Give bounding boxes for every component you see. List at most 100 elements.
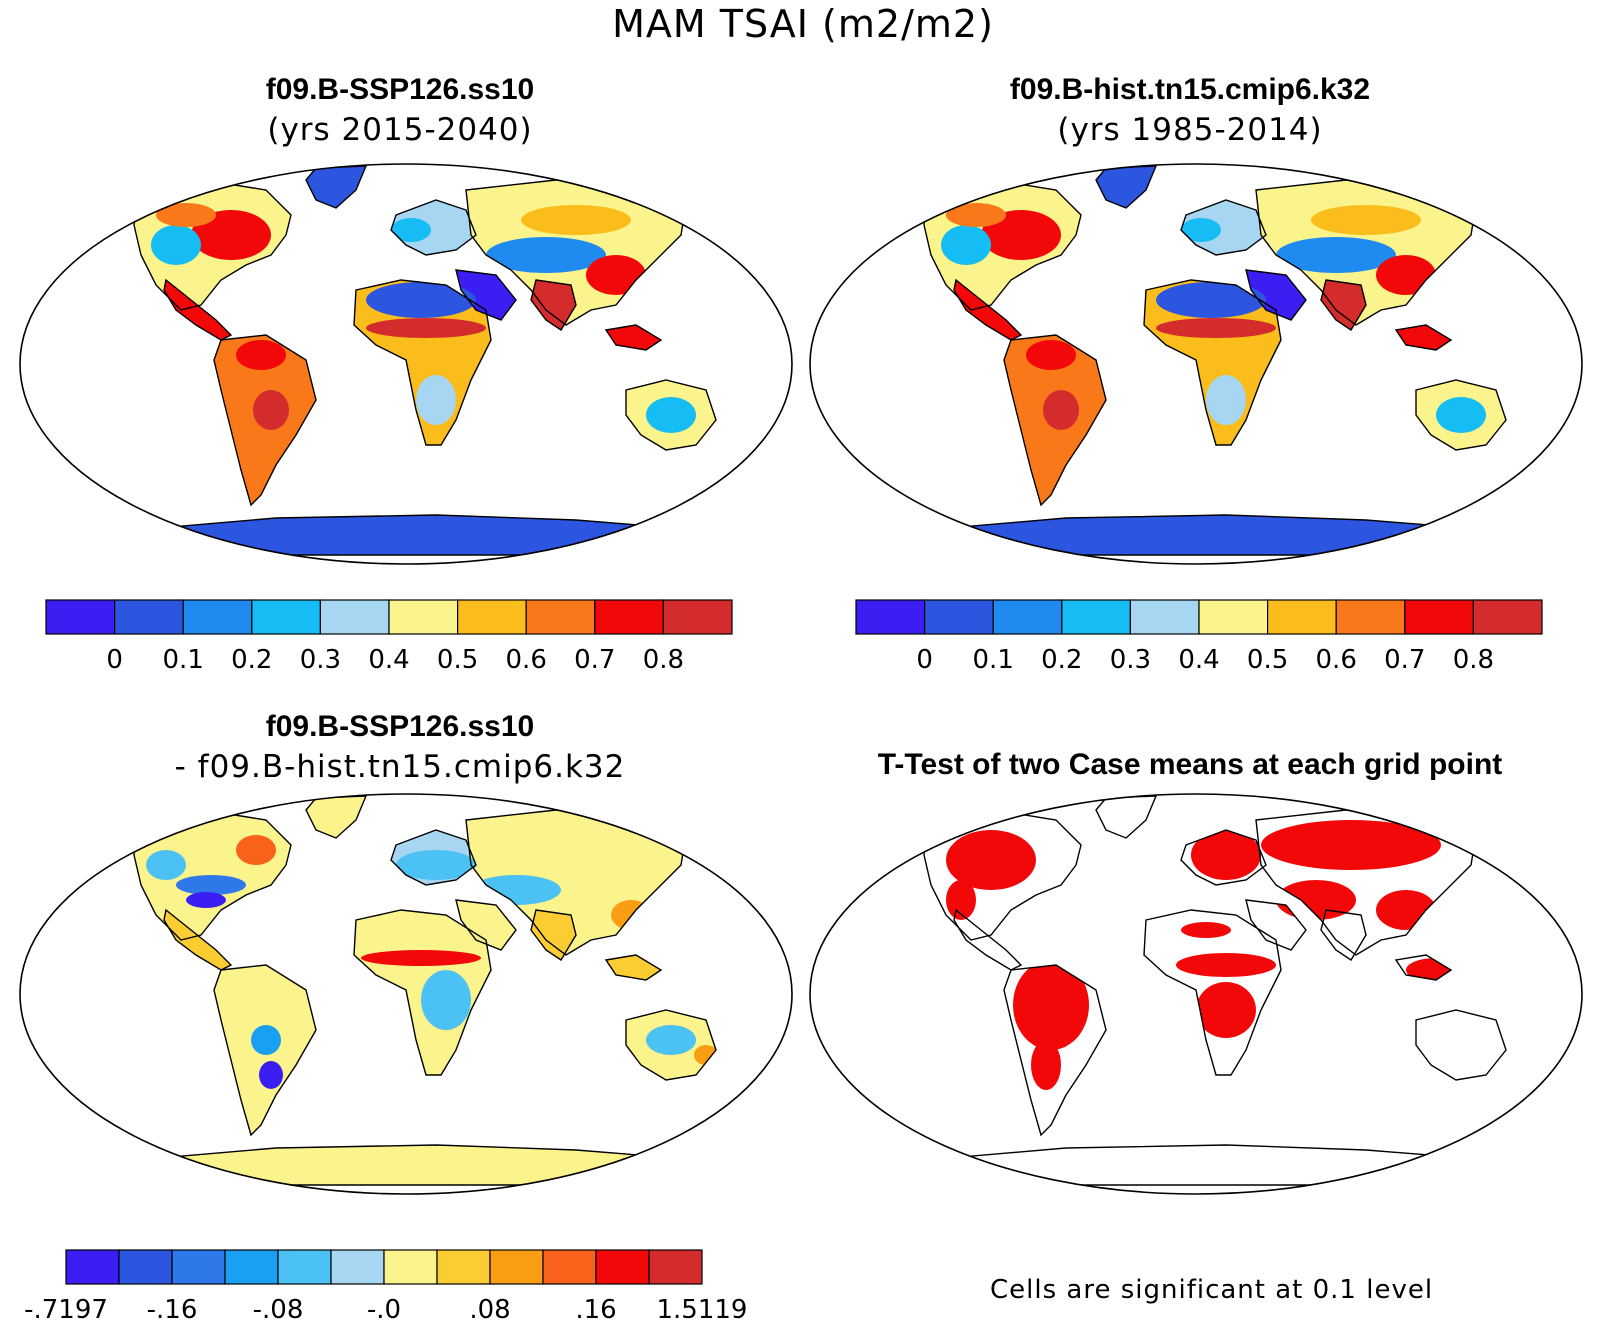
- colorbar-tick-label: .08: [469, 1295, 510, 1323]
- coastline-arabia: [1245, 269, 1307, 321]
- colorbar-bin: [594, 599, 664, 635]
- colorbar-bin: [1129, 599, 1200, 635]
- field-patch: [421, 970, 471, 1030]
- colorbar-bin: [224, 1249, 279, 1285]
- land-india: [1321, 910, 1366, 960]
- colorbar-bin: [1335, 599, 1406, 635]
- colorbar-bin: [330, 1249, 385, 1285]
- field-patch: [521, 205, 631, 235]
- colorbar-tick-label: 0.5: [1247, 645, 1288, 675]
- colorbar-tick-label: 0.1: [163, 645, 204, 675]
- land-greenland: [306, 796, 366, 838]
- panel2-title: f09.B-hist.tn15.cmip6.k32 (yrs 1985-2014…: [800, 70, 1580, 150]
- land-maritime: [1396, 325, 1451, 350]
- colorbar-case2: 0 0.1 0.2 0.3 0.4 0.5 0.6 0.7 0.8: [855, 599, 1543, 675]
- land-centralAmerica: [164, 910, 231, 970]
- coastline-africa: [353, 279, 492, 446]
- coastline-greenland: [305, 165, 368, 209]
- coastline-arabia: [1245, 899, 1307, 951]
- field-patch: [416, 375, 456, 425]
- field-patch: [486, 237, 606, 273]
- colorbar-tick-label: 0.2: [231, 645, 272, 675]
- coastline-northAmerica: [923, 181, 1082, 311]
- coastline-india: [1320, 909, 1367, 961]
- land-arabia: [456, 900, 516, 950]
- colorbar-bin: [436, 1249, 491, 1285]
- field-patch: [146, 850, 186, 880]
- field-patch: [391, 218, 431, 242]
- land-asia: [466, 810, 686, 955]
- field-patch: [1031, 1040, 1061, 1090]
- coastline-india: [530, 909, 577, 961]
- coastline-greenland: [305, 795, 368, 839]
- colorbar-tick-label: 0.4: [368, 645, 409, 675]
- coastline-europe: [390, 829, 477, 886]
- colorbar-bin: [1198, 599, 1269, 635]
- colorbar-bin: [1472, 599, 1543, 635]
- coastline-europe: [1180, 199, 1267, 256]
- colorbar-bin: [113, 599, 184, 635]
- land-greenland: [1096, 796, 1156, 838]
- field-patch: [1206, 375, 1246, 425]
- land-centralAmerica: [954, 280, 1021, 340]
- map-diff: [19, 793, 793, 1195]
- coastline-greenland: [1095, 795, 1158, 839]
- colorbar-bin: [489, 1249, 544, 1285]
- panel4-title-line1: T-Test of two Case means at each grid po…: [877, 748, 1503, 781]
- colorbar-bin: [923, 599, 994, 635]
- panel1-title-line2: (yrs 2015-2040): [267, 112, 533, 148]
- map-frame: [19, 793, 793, 1195]
- land-india: [531, 280, 576, 330]
- land-antarctica: [926, 1145, 1466, 1185]
- coastline-africa: [353, 909, 492, 1076]
- coastline-australia: [625, 379, 717, 451]
- field-patch: [1156, 318, 1276, 338]
- colorbar-diff: -.7197 -.16 -.08 -.0 .08 .16 1.5119: [24, 1249, 747, 1323]
- coastline-africa: [1143, 279, 1282, 446]
- panel1-title: f09.B-SSP126.ss10 (yrs 2015-2040): [10, 70, 790, 150]
- colorbar-tick-label: -.7197: [24, 1295, 108, 1323]
- colorbar-tick-label: 0.6: [1316, 645, 1357, 675]
- field-patch: [361, 950, 481, 966]
- colorbar-tick-label: -.0: [367, 1295, 401, 1323]
- field-patch: [396, 850, 476, 880]
- colorbar-tick-label: 0.1: [973, 645, 1014, 675]
- colorbar-bin: [383, 1249, 438, 1285]
- colorbar-bin: [65, 1249, 120, 1285]
- land-arabia: [456, 270, 516, 320]
- colorbar-tick-label: 0.4: [1178, 645, 1219, 675]
- panel2-title-line2: (yrs 1985-2014): [1057, 112, 1323, 148]
- field-patch: [156, 203, 216, 227]
- field-patch: [1191, 830, 1261, 880]
- field-patch: [646, 1025, 696, 1055]
- panel1-title-line1: f09.B-SSP126.ss10: [265, 73, 535, 106]
- field-patch: [1181, 218, 1221, 242]
- map-frame: [19, 163, 793, 565]
- panel3-title-line2: - f09.B-hist.tn15.cmip6.k32: [174, 749, 626, 785]
- field-patch: [1196, 982, 1256, 1038]
- panel2-title-line1: f09.B-hist.tn15.cmip6.k32: [1009, 73, 1371, 106]
- colorbar-bin: [171, 1249, 226, 1285]
- coastline-australia: [1415, 379, 1507, 451]
- land-centralAmerica: [954, 910, 1021, 970]
- field-patch: [1156, 282, 1266, 318]
- field-patch: [1276, 237, 1396, 273]
- field-patch: [1043, 390, 1079, 430]
- map-ttest: [809, 793, 1583, 1195]
- colorbar-bin: [319, 599, 390, 635]
- land-centralAmerica: [164, 280, 231, 340]
- map-frame: [809, 793, 1583, 1195]
- colorbar-bin: [525, 599, 596, 635]
- land-india: [1321, 280, 1366, 330]
- coastline-maritime: [604, 324, 663, 351]
- coastline-europe: [1180, 829, 1267, 886]
- land-india: [531, 910, 576, 960]
- colorbar-bin: [595, 1249, 650, 1285]
- field-patch: [981, 210, 1061, 260]
- land-maritime: [606, 325, 661, 350]
- colorbar-bin: [118, 1249, 173, 1285]
- colorbar-bin: [45, 599, 116, 635]
- colorbar-tick-label: 0.3: [1110, 645, 1151, 675]
- coastline-northAmerica: [133, 181, 292, 311]
- colorbar-tick-label: 0.8: [1453, 645, 1494, 675]
